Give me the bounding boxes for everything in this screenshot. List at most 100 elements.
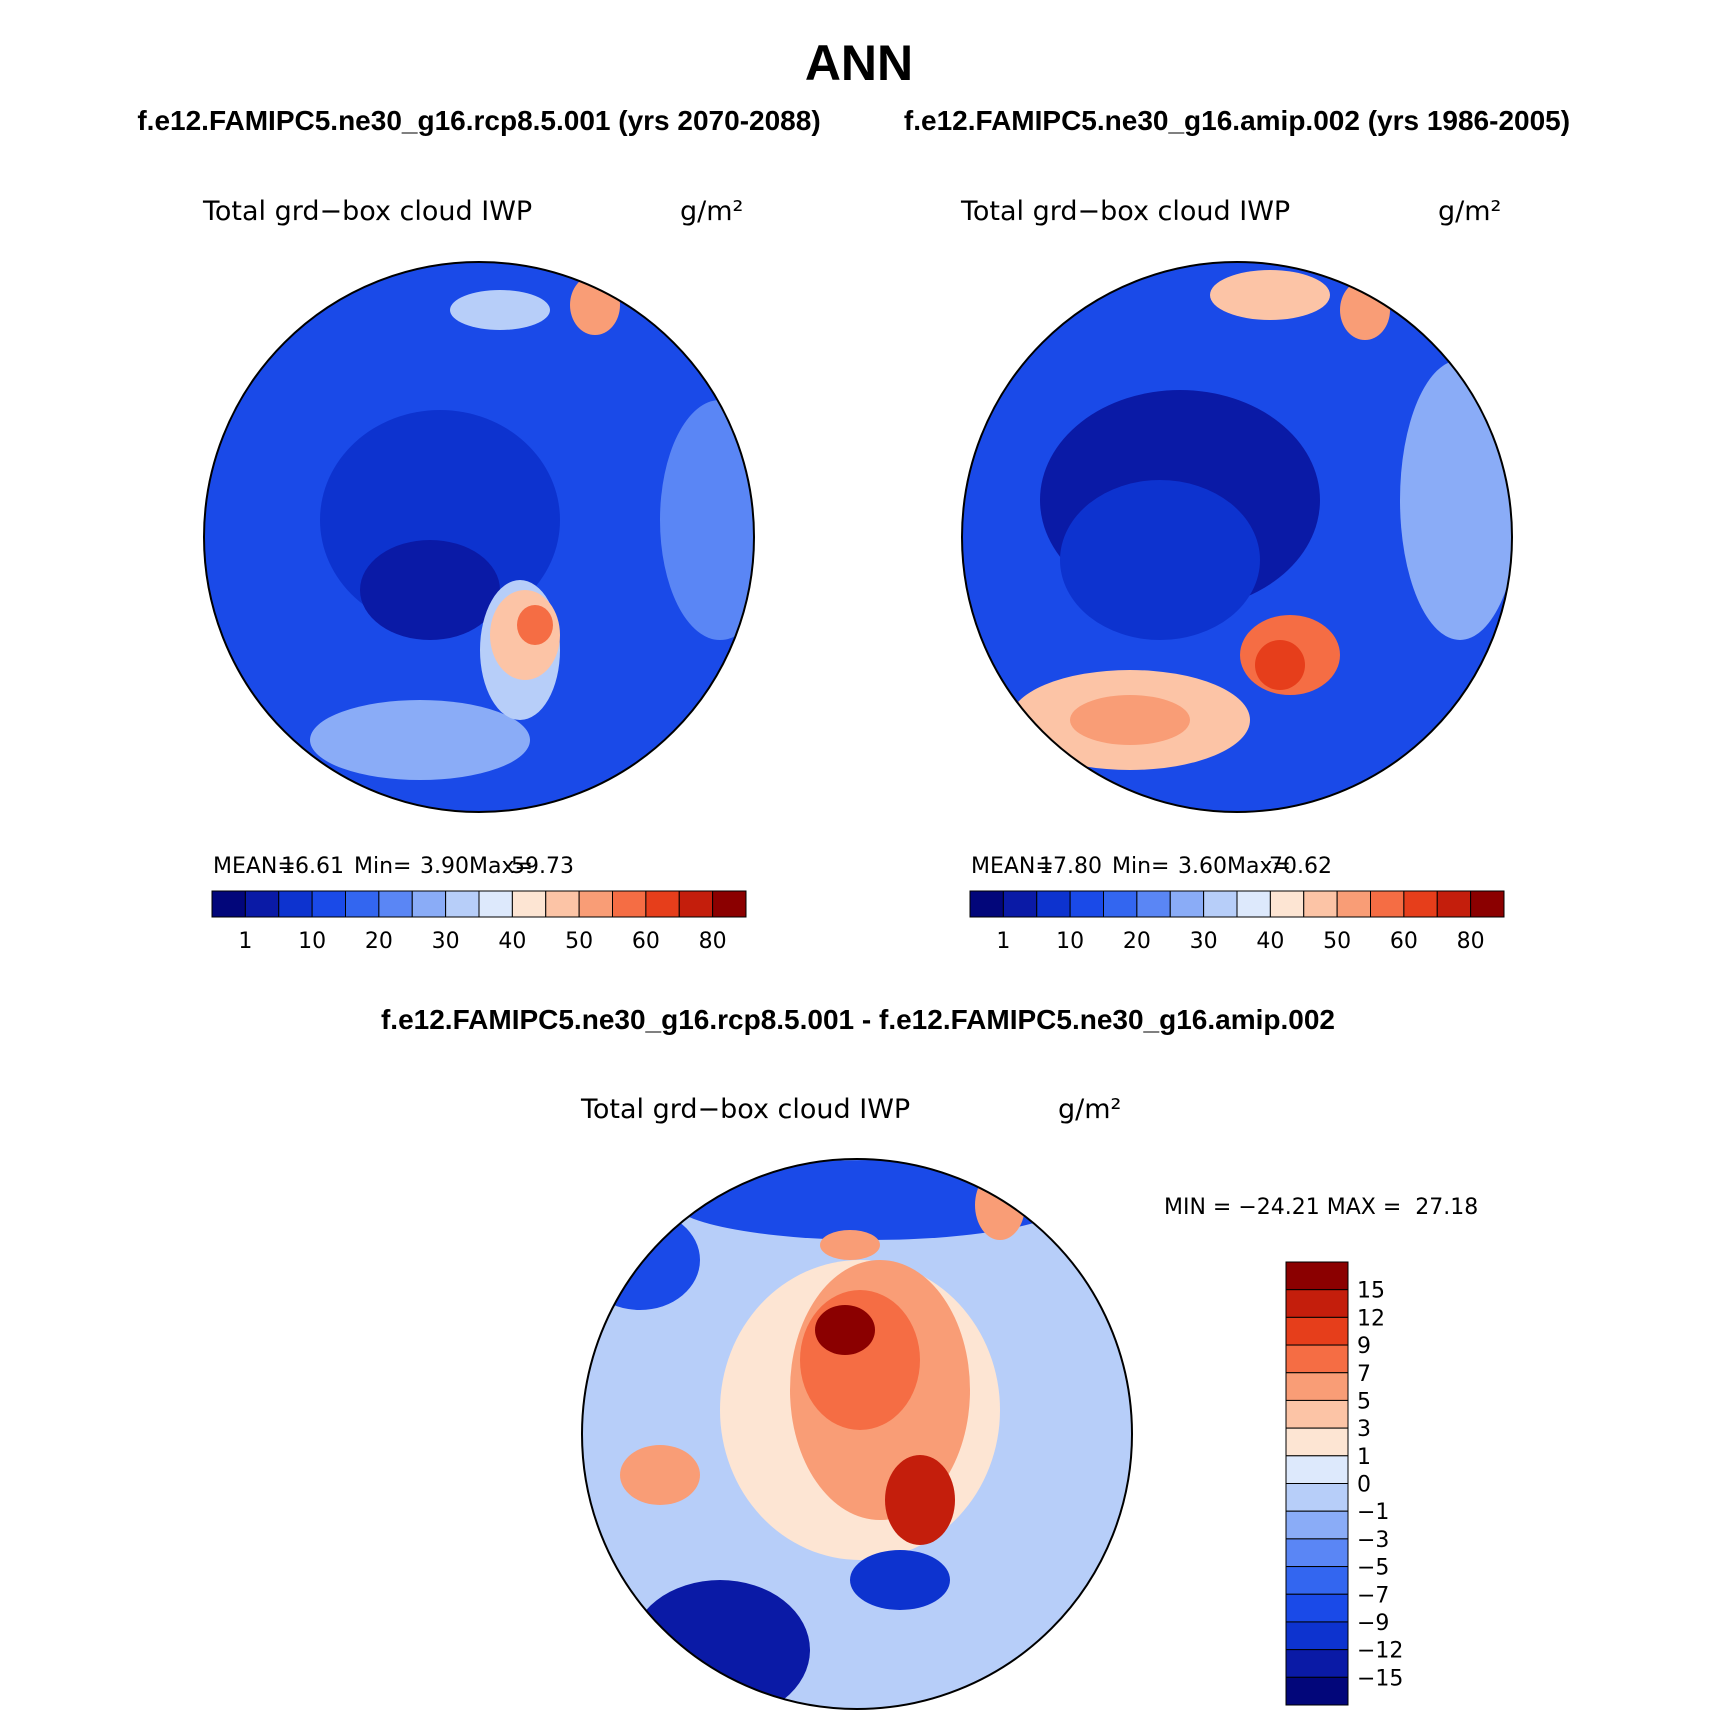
colorbar-box <box>1285 1566 1349 1595</box>
colorbar-box <box>478 890 513 918</box>
colorbar-box <box>578 890 613 918</box>
colorbar-box <box>1285 1483 1349 1512</box>
units-label: g/m² <box>1438 196 1501 227</box>
colorbar-box <box>1370 890 1405 918</box>
colorbar-box <box>1269 890 1305 918</box>
colorbar-box <box>1303 890 1338 918</box>
colorbar-label: 40 <box>498 929 526 954</box>
colorbar-label: 12 <box>1357 1306 1385 1331</box>
colorbar-box <box>1336 890 1371 918</box>
colorbar-label: 50 <box>565 929 593 954</box>
stat: MEAN= <box>971 854 1054 879</box>
colorbar-label: −7 <box>1357 1583 1389 1608</box>
colorbar-box <box>1103 890 1138 918</box>
colorbar-box <box>1285 1621 1349 1651</box>
stat: 59.73 <box>511 854 574 879</box>
colorbar-box <box>1002 890 1038 918</box>
colorbar-box <box>1436 890 1472 918</box>
case-title: f.e12.FAMIPC5.ne30_g16.amip.002 (yrs 198… <box>904 105 1570 136</box>
colorbar-box <box>411 890 447 918</box>
colorbar-label: 30 <box>1190 929 1218 954</box>
colorbar-label: 20 <box>365 929 393 954</box>
colorbar-label: −9 <box>1357 1611 1389 1636</box>
colorbar-label: 1 <box>996 929 1010 954</box>
colorbar-box <box>1285 1289 1349 1318</box>
colorbar-label: −12 <box>1357 1639 1403 1664</box>
colorbar-box <box>1069 890 1104 918</box>
colorbar-box <box>1285 1676 1349 1706</box>
units-label: g/m² <box>1058 1094 1121 1125</box>
colorbar-box <box>311 890 346 918</box>
colorbar-label: 80 <box>699 929 727 954</box>
colorbar-box <box>445 890 480 918</box>
units-label: g/m² <box>680 196 743 227</box>
colorbar-box <box>612 890 647 918</box>
colorbar-box <box>1236 890 1271 918</box>
colorbar-box <box>278 890 313 918</box>
stat: 3.60 <box>1178 854 1227 879</box>
colorbar-box <box>1285 1455 1349 1484</box>
stat: Min= <box>354 854 411 879</box>
case-title: f.e12.FAMIPC5.ne30_g16.rcp8.5.001 (yrs 2… <box>137 105 820 136</box>
colorbar-label: −3 <box>1357 1528 1389 1553</box>
colorbar-box <box>1285 1593 1349 1623</box>
colorbar-label: −15 <box>1357 1666 1403 1691</box>
stat: Max= <box>1227 854 1291 879</box>
colorbar-box <box>645 890 680 918</box>
map-border <box>581 1158 1133 1710</box>
figure-title: ANN <box>805 35 913 91</box>
colorbar-box <box>1285 1316 1349 1346</box>
colorbar-box <box>211 890 246 918</box>
colorbar-box <box>511 890 547 918</box>
variable-label: Total grd−box cloud IWP <box>960 196 1290 227</box>
stat: MEAN= <box>213 854 296 879</box>
stat: Max= <box>469 854 533 879</box>
colorbar-box <box>1403 890 1438 918</box>
colorbar-box <box>1470 890 1505 918</box>
colorbar-label: 10 <box>1056 929 1084 954</box>
colorbar-label: −1 <box>1357 1500 1389 1525</box>
variable-label: Total grd−box cloud IWP <box>580 1094 910 1125</box>
colorbar-label: 9 <box>1357 1334 1371 1359</box>
colorbar-box <box>1285 1261 1349 1291</box>
stat: 17.80 <box>1039 854 1102 879</box>
colorbar-label: 50 <box>1323 929 1351 954</box>
map-border <box>203 261 755 813</box>
colorbar-box <box>1036 890 1071 918</box>
colorbar-label: 60 <box>632 929 660 954</box>
colorbar-label: 80 <box>1457 929 1485 954</box>
colorbar-box <box>1285 1649 1349 1678</box>
min-max: MIN = −24.21 MAX = 27.18 <box>1164 1195 1478 1220</box>
colorbar-box <box>1285 1538 1349 1568</box>
colorbar-label: 1 <box>1357 1445 1371 1470</box>
colorbar-label: 40 <box>1256 929 1284 954</box>
colorbar-label: 60 <box>1390 929 1418 954</box>
colorbar-label: −5 <box>1357 1556 1389 1581</box>
colorbar-box <box>712 890 747 918</box>
colorbar-box <box>545 890 580 918</box>
colorbar-box <box>678 890 714 918</box>
difference-title: f.e12.FAMIPC5.ne30_g16.rcp8.5.001 - f.e1… <box>381 1004 1335 1035</box>
colorbar-box <box>1285 1344 1349 1374</box>
colorbar-label: 30 <box>432 929 460 954</box>
colorbar-box <box>1285 1510 1349 1540</box>
colorbar-label: 20 <box>1123 929 1151 954</box>
colorbar-box <box>1285 1399 1349 1429</box>
colorbar-box <box>1136 890 1171 918</box>
map <box>962 262 1512 812</box>
colorbar-label: 1 <box>238 929 252 954</box>
colorbar-box <box>378 890 413 918</box>
colorbar-box <box>1169 890 1205 918</box>
colorbar-box <box>1285 1372 1349 1401</box>
colorbar-label: 15 <box>1357 1279 1385 1304</box>
colorbar-box <box>969 890 1004 918</box>
stat: 3.90 <box>420 854 469 879</box>
map <box>204 262 754 812</box>
colorbar-label: 5 <box>1357 1389 1371 1414</box>
colorbar-label: 7 <box>1357 1362 1371 1387</box>
colorbar-box <box>244 890 280 918</box>
stat: Min= <box>1112 854 1169 879</box>
stat: 16.61 <box>281 854 344 879</box>
colorbar-label: 0 <box>1357 1473 1371 1498</box>
